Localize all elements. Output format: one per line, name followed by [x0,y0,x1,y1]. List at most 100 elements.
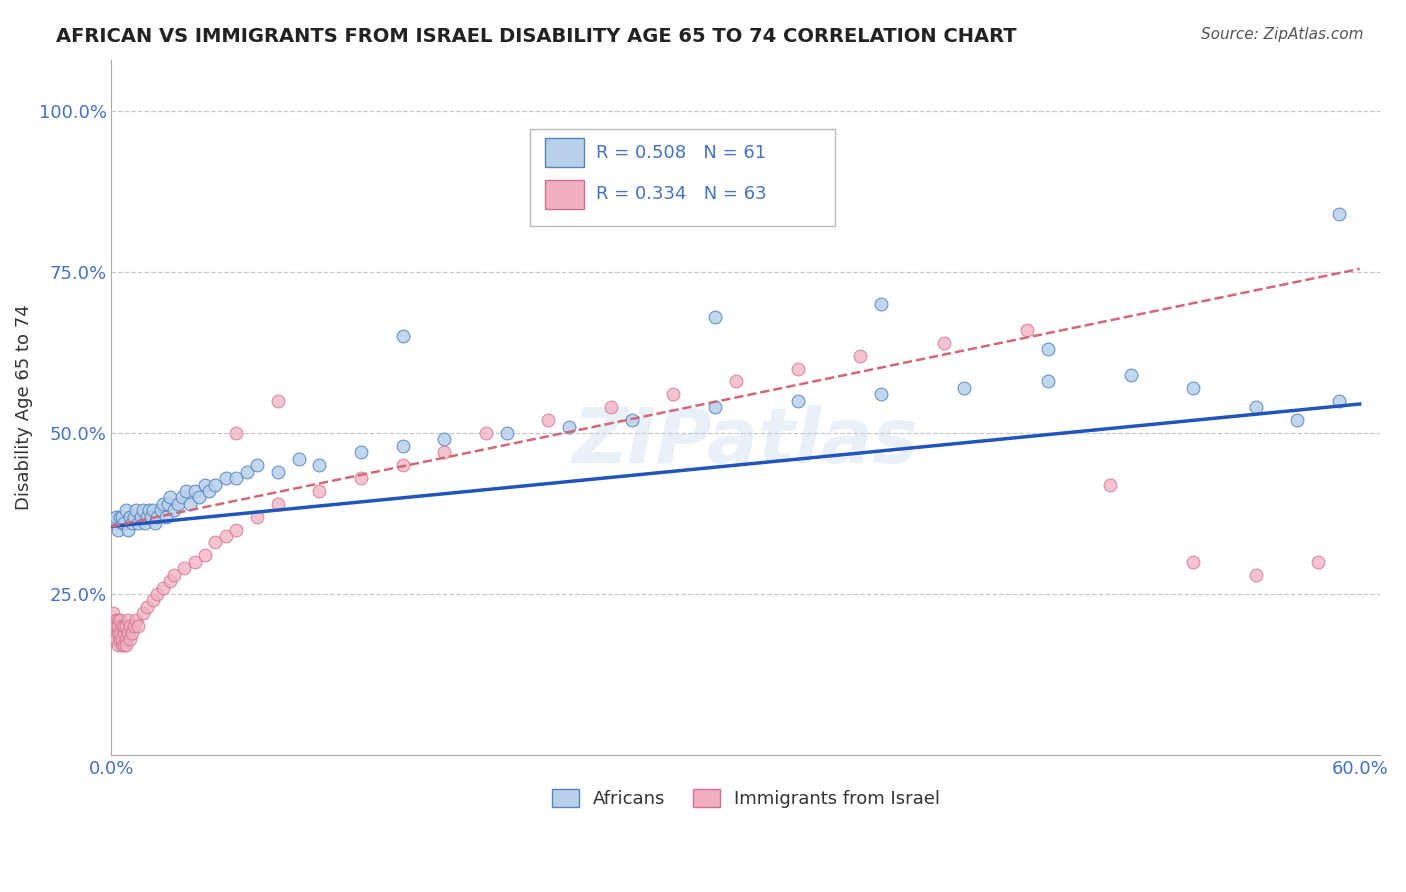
Point [1327,207,1350,221]
Point [131,607,153,621]
Point [433,433,456,447]
Point [267,393,290,408]
Point [870,297,893,311]
Point [134,516,156,530]
Point [620,413,643,427]
Point [152,581,174,595]
Point [104,625,127,640]
Point [235,465,257,479]
Point [1036,375,1059,389]
Point [724,375,747,389]
Point [142,503,165,517]
Point [125,613,148,627]
Point [103,632,125,646]
Point [111,639,134,653]
Point [391,439,413,453]
Point [111,516,134,530]
Point [703,401,725,415]
Point [104,632,127,646]
Point [139,509,162,524]
Text: Source: ZipAtlas.com: Source: ZipAtlas.com [1201,27,1364,42]
Point [142,593,165,607]
Point [121,516,143,530]
Point [204,477,226,491]
Point [138,503,160,517]
Point [204,535,226,549]
Point [215,529,238,543]
Point [120,619,142,633]
Point [1306,555,1329,569]
Point [703,310,725,325]
Text: AFRICAN VS IMMIGRANTS FROM ISRAEL DISABILITY AGE 65 TO 74 CORRELATION CHART: AFRICAN VS IMMIGRANTS FROM ISRAEL DISABI… [56,27,1017,45]
Point [159,574,181,588]
Point [183,483,205,498]
Point [107,625,129,640]
Point [179,497,201,511]
Point [103,619,125,633]
Point [1286,413,1309,427]
Point [932,335,955,350]
Point [187,491,209,505]
Point [107,613,129,627]
Point [146,587,169,601]
Bar [530,129,835,227]
Point [111,619,134,633]
Point [150,503,173,517]
Point [1015,323,1038,337]
Point [127,619,149,633]
Point [787,361,810,376]
Point [107,619,129,633]
Point [117,523,139,537]
Point [163,567,186,582]
Point [215,471,238,485]
Point [350,471,373,485]
Legend: Africans, Immigrants from Israel: Africans, Immigrants from Israel [544,781,948,815]
Point [287,451,309,466]
Point [125,503,148,517]
Point [391,458,413,473]
Point [115,632,138,646]
Point [135,599,157,614]
Point [1244,567,1267,582]
Point [391,329,413,343]
Point [167,497,190,511]
Point [104,619,127,633]
Point [172,491,194,505]
Point [163,503,186,517]
Point [198,483,221,498]
Point [183,555,205,569]
Point [152,497,174,511]
Point [558,419,581,434]
Point [108,625,131,640]
Point [475,425,498,440]
Point [112,639,135,653]
Point [115,619,138,633]
Bar [546,138,583,168]
Point [112,625,135,640]
Point [108,509,131,524]
Point [246,458,269,473]
Point [1036,343,1059,357]
Point [115,639,138,653]
Point [112,619,135,633]
Point [495,425,517,440]
Point [599,401,621,415]
Point [117,625,139,640]
Point [194,549,217,563]
Point [155,509,177,524]
Point [433,445,456,459]
Point [131,503,153,517]
Point [159,491,181,505]
Point [107,523,129,537]
Point [662,387,685,401]
Point [121,625,143,640]
Point [115,503,138,517]
Point [267,465,290,479]
Point [246,509,269,524]
Point [308,483,330,498]
Point [308,458,330,473]
Point [225,523,247,537]
Point [104,613,127,627]
Point [146,509,169,524]
Point [124,509,146,524]
